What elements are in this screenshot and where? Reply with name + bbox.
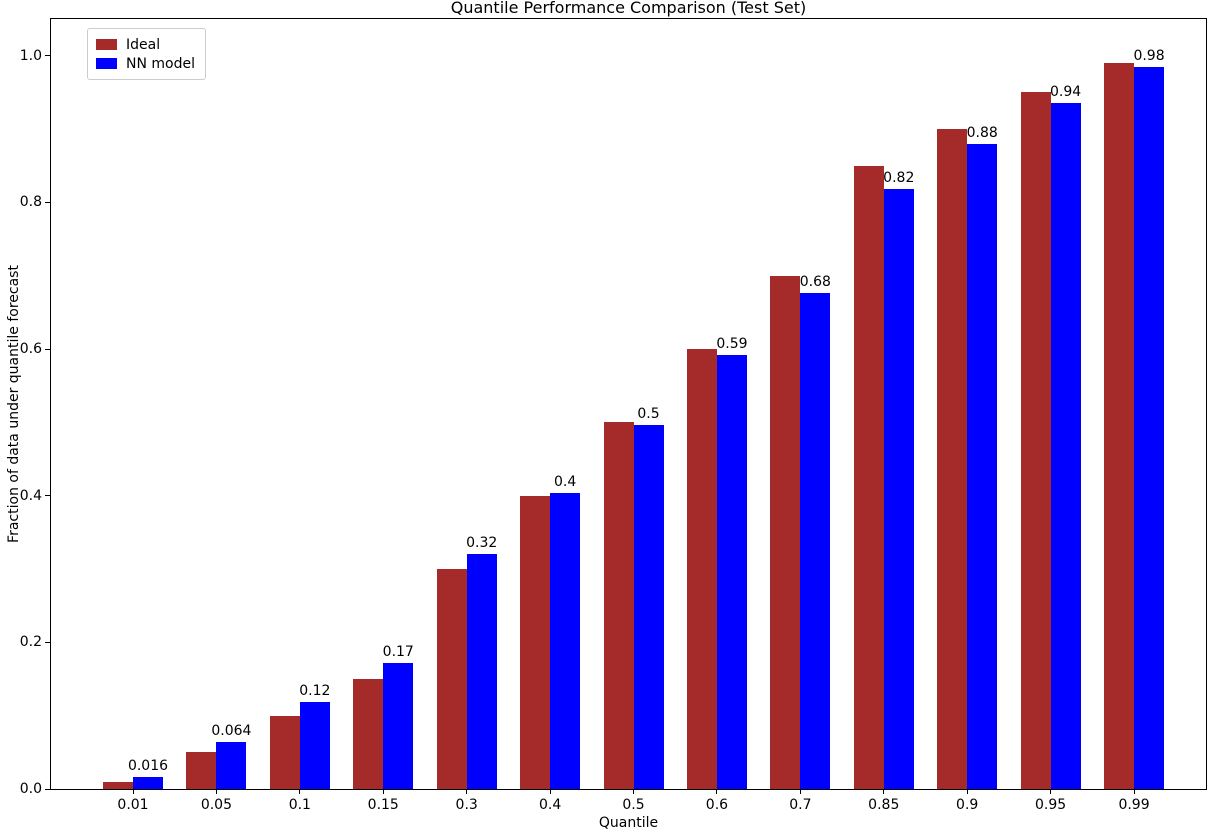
x-axis-label: Quantile [598,815,659,831]
y-tick-label: 0.6 [19,341,42,357]
y-tick-label: 0.8 [19,194,42,211]
bar-nn-model [216,742,247,789]
legend-item-nn-model: NN model [96,54,195,73]
bar-value-label: 0.88 [966,125,998,142]
x-tick-label: 0.01 [117,797,149,813]
x-tick-mark [1133,789,1135,794]
y-tick-mark [45,788,50,790]
legend-item-ideal: Ideal [96,35,195,54]
bar-value-label: 0.68 [799,274,831,291]
x-tick-label: 0.4 [538,797,562,813]
bar-value-label: 0.12 [299,683,331,700]
bar-nn-model [299,702,330,789]
x-tick-mark [132,789,134,794]
x-tick-label: 0.85 [868,797,900,813]
bar-value-label: 0.4 [553,474,577,491]
bar-ideal [853,165,884,789]
x-tick-mark [799,789,801,794]
x-tick-label: 0.1 [288,797,311,813]
bar-value-label: 0.59 [716,335,748,352]
x-tick-label: 0.7 [789,797,812,813]
bar-nn-model [633,424,664,789]
bar-nn-model [133,777,163,789]
y-tick-label: 0.4 [19,487,42,504]
x-tick-mark [883,789,885,794]
ideal-series-swatch [96,39,117,50]
plot-area: Ideal NN model 0.0 0.2 0.4 0.6 0.8 1.0 0.01 0.0… [20,18,1207,813]
x-tick-label: 0.99 [1118,797,1150,813]
x-tick-mark [1050,789,1052,794]
x-tick-mark [716,789,718,794]
y-tick-label: 0.0 [19,781,42,797]
bar-ideal [603,422,634,789]
bar-ideal [103,781,133,789]
bar-ideal [353,679,384,789]
bar-nn-model [716,354,747,789]
bar-nn-model [466,554,497,789]
y-tick-mark [45,55,50,57]
y-tick-mark [45,495,50,497]
bar-ideal [186,752,217,789]
x-tick-label: 0.5 [622,797,645,813]
legend: Ideal NN model [87,28,206,80]
x-tick-mark [966,789,968,794]
x-tick-mark [382,789,384,794]
bar-value-label: 0.17 [382,643,414,660]
bar-ideal [937,129,968,789]
chart-title: Quantile Performance Comparison (Test Se… [450,0,807,17]
x-tick-mark [299,789,301,794]
bar-value-label: 0.82 [883,170,915,187]
y-tick-mark [45,641,50,643]
bar-ideal [436,569,467,789]
x-tick-label: 0.05 [200,797,232,813]
bar-value-label: 0.5 [637,405,660,422]
legend-item-label: NN model [126,55,195,72]
bar-ideal [1104,63,1135,789]
bar-nn-model [1134,67,1165,789]
bar-ideal [520,495,551,789]
bar-value-label: 0.32 [466,535,498,552]
y-tick-label: 1.0 [19,47,42,64]
bar-nn-model [883,189,914,789]
x-tick-label: 0.3 [455,797,478,813]
bar-nn-model [1050,102,1081,789]
x-tick-label: 0.95 [1035,797,1067,813]
bar-value-label: 0.064 [211,723,252,740]
nn-model-series-swatch [96,58,117,69]
bar-ideal [770,275,801,789]
bar-nn-model [967,144,998,789]
bar-ideal [686,349,717,789]
bar-value-label: 0.016 [127,758,169,775]
bar-ideal [1020,92,1051,789]
bar-value-label: 0.98 [1133,48,1165,65]
bar-nn-model [383,662,414,789]
y-tick-mark [45,348,50,350]
x-tick-mark [549,789,551,794]
x-tick-mark [215,789,217,794]
x-tick-label: 0.15 [367,797,399,813]
x-tick-label: 0.6 [705,797,729,813]
x-tick-label: 0.9 [956,797,979,813]
y-tick-mark [45,201,50,203]
legend-item-label: Ideal [126,36,161,53]
bar-nn-model [800,293,831,789]
bar-value-label: 0.94 [1050,83,1082,100]
x-tick-mark [633,789,635,794]
bar-ideal [269,715,300,789]
bar-nn-model [550,493,581,789]
x-tick-mark [466,789,468,794]
y-tick-label: 0.2 [19,634,42,651]
